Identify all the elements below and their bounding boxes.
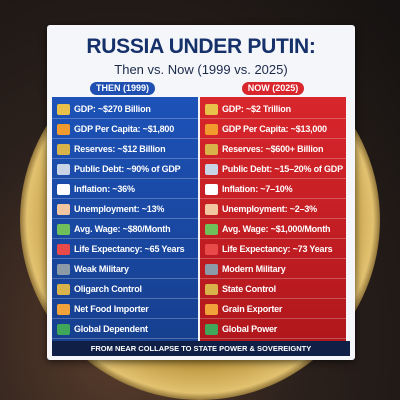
comparison-row: Avg. Wage: ~$1,000/Month — [200, 220, 346, 239]
row-icon — [205, 103, 218, 115]
comparison-row: Global Dependent — [52, 320, 198, 339]
row-icon — [57, 263, 70, 275]
row-icon — [57, 123, 70, 135]
comparison-row: Public Debt: ~15–20% of GDP — [200, 160, 346, 179]
row-icon — [205, 243, 218, 255]
comparison-row: Unemployment: ~13% — [52, 200, 198, 219]
row-icon — [57, 203, 70, 215]
title: RUSSIA UNDER PUTIN: — [86, 35, 316, 58]
row-text: Life Expectancy: ~73 Years — [222, 244, 333, 254]
row-text: Inflation: ~36% — [74, 184, 135, 194]
row-text: Unemployment: ~2–3% — [222, 204, 317, 214]
row-icon — [205, 283, 218, 295]
infographic-card: RUSSIA UNDER PUTIN: Then vs. Now (1999 v… — [47, 25, 355, 360]
row-text: Weak Military — [74, 264, 129, 274]
row-text: Oligarch Control — [74, 284, 142, 294]
comparison-row: GDP Per Capita: ~$1,800 — [52, 120, 198, 139]
comparison-row: Life Expectancy: ~65 Years — [52, 240, 198, 259]
row-text: Public Debt: ~15–20% of GDP — [222, 164, 343, 174]
row-text: Avg. Wage: ~$80/Month — [74, 224, 171, 234]
row-text: Net Food Importer — [74, 304, 149, 314]
row-icon — [205, 183, 218, 195]
row-text: Global Power — [222, 324, 278, 334]
row-icon — [205, 163, 218, 175]
row-text: Reserves: ~$600+ Billion — [222, 144, 324, 154]
comparison-row: Modern Military — [200, 260, 346, 279]
row-icon — [205, 143, 218, 155]
row-icon — [205, 263, 218, 275]
row-text: Global Dependent — [74, 324, 148, 334]
comparison-row: Grain Exporter — [200, 300, 346, 319]
comparison-row: Inflation: ~7–10% — [200, 180, 346, 199]
row-text: Inflation: ~7–10% — [222, 184, 293, 194]
row-text: GDP: ~$270 Billion — [74, 104, 151, 114]
comparison-row: Reserves: ~$600+ Billion — [200, 140, 346, 159]
footer: FROM NEAR COLLAPSE TO STATE POWER & SOVE… — [52, 341, 350, 356]
row-text: GDP Per Capita: ~$1,800 — [74, 124, 175, 134]
comparison-row: Global Power — [200, 320, 346, 339]
row-text: GDP Per Capita: ~$13,000 — [222, 124, 327, 134]
row-icon — [57, 323, 70, 335]
row-text: Reserves: ~$12 Billion — [74, 144, 166, 154]
row-text: Life Expectancy: ~65 Years — [74, 244, 185, 254]
row-icon — [205, 123, 218, 135]
comparison-row: Inflation: ~36% — [52, 180, 198, 199]
now-heading: NOW (2025) — [242, 82, 304, 95]
row-icon — [205, 303, 218, 315]
comparison-row: GDP: ~$270 Billion — [52, 100, 198, 119]
comparison-row: Oligarch Control — [52, 280, 198, 299]
comparison-row: Reserves: ~$12 Billion — [52, 140, 198, 159]
comparison-row: Net Food Importer — [52, 300, 198, 319]
row-icon — [57, 243, 70, 255]
row-icon — [57, 283, 70, 295]
row-text: Unemployment: ~13% — [74, 204, 165, 214]
row-icon — [57, 303, 70, 315]
comparison-row: Public Debt: ~90% of GDP — [52, 160, 198, 179]
comparison-row: Life Expectancy: ~73 Years — [200, 240, 346, 259]
then-column: GDP: ~$270 Billion GDP Per Capita: ~$1,80… — [52, 97, 198, 341]
row-icon — [57, 163, 70, 175]
row-icon — [57, 223, 70, 235]
row-icon — [205, 323, 218, 335]
row-text: State Control — [222, 284, 276, 294]
row-icon — [205, 203, 218, 215]
comparison-row: Unemployment: ~2–3% — [200, 200, 346, 219]
row-text: GDP: ~$2 Trillion — [222, 104, 291, 114]
comparison-row: Avg. Wage: ~$80/Month — [52, 220, 198, 239]
now-column: GDP: ~$2 Trillion GDP Per Capita: ~$13,00… — [200, 97, 346, 341]
row-icon — [205, 223, 218, 235]
subtitle: Then vs. Now (1999 vs. 2025) — [114, 62, 288, 77]
comparison-row: GDP Per Capita: ~$13,000 — [200, 120, 346, 139]
row-text: Grain Exporter — [222, 304, 283, 314]
comparison-row: GDP: ~$2 Trillion — [200, 100, 346, 119]
row-text: Public Debt: ~90% of GDP — [74, 164, 181, 174]
row-text: Modern Military — [222, 264, 286, 274]
comparison-row: State Control — [200, 280, 346, 299]
comparison-row: Weak Military — [52, 260, 198, 279]
row-text: Avg. Wage: ~$1,000/Month — [222, 224, 331, 234]
row-icon — [57, 143, 70, 155]
then-heading: THEN (1999) — [90, 82, 155, 95]
row-icon — [57, 183, 70, 195]
row-icon — [57, 103, 70, 115]
